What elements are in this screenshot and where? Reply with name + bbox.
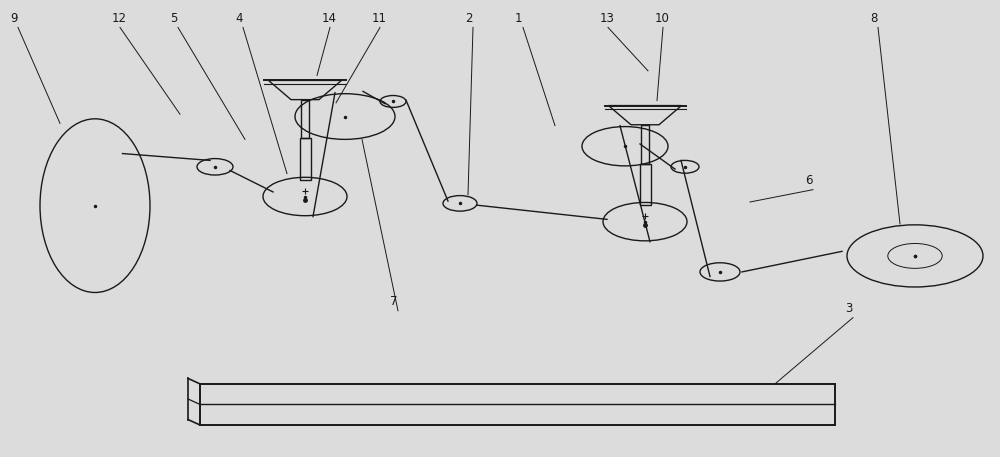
Text: 8: 8	[870, 12, 877, 25]
Text: 14: 14	[322, 12, 337, 25]
Text: 6: 6	[805, 174, 812, 187]
Text: 4: 4	[235, 12, 242, 25]
Text: 11: 11	[372, 12, 387, 25]
Bar	[641, 125, 649, 164]
Bar	[301, 100, 309, 138]
Text: 2: 2	[465, 12, 473, 25]
Text: 12: 12	[112, 12, 127, 25]
Text: 5: 5	[170, 12, 177, 25]
Text: 1: 1	[515, 12, 522, 25]
Text: 10: 10	[655, 12, 670, 25]
Text: 13: 13	[600, 12, 615, 25]
Text: 3: 3	[845, 302, 852, 315]
Bar	[640, 164, 651, 205]
Text: 7: 7	[390, 295, 398, 308]
Text: 9: 9	[10, 12, 18, 25]
Bar	[300, 138, 310, 180]
